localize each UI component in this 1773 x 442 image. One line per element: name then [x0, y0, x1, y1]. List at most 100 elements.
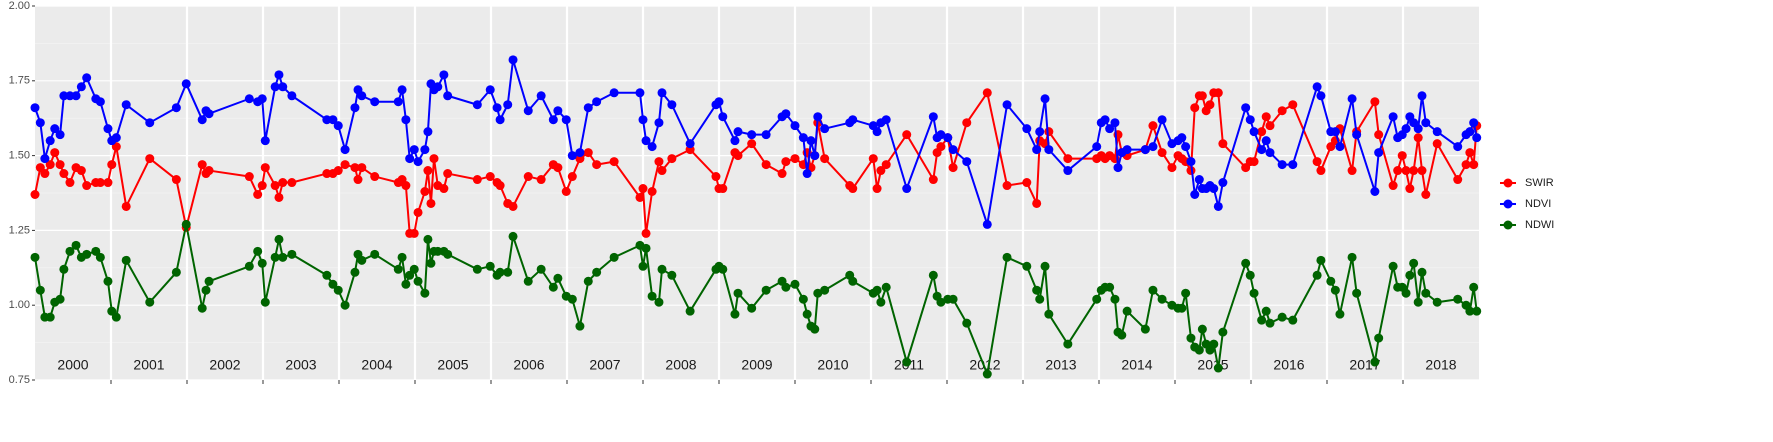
point: [654, 297, 664, 307]
point: [35, 118, 45, 128]
point: [260, 136, 270, 146]
point: [103, 178, 113, 188]
point: [1388, 261, 1398, 271]
point: [35, 285, 45, 295]
point: [638, 261, 648, 271]
point: [1032, 285, 1042, 295]
point: [423, 127, 433, 137]
point: [641, 228, 651, 238]
legend-label: SWIR: [1525, 177, 1554, 189]
point: [55, 130, 65, 140]
point: [982, 369, 992, 379]
point: [790, 279, 800, 289]
point: [1181, 142, 1191, 152]
point: [103, 276, 113, 286]
point: [244, 94, 254, 104]
point: [810, 151, 820, 161]
point: [575, 321, 585, 331]
point: [503, 267, 513, 277]
point: [1209, 184, 1219, 194]
point: [872, 285, 882, 295]
point: [357, 91, 367, 101]
point: [553, 106, 563, 116]
point: [45, 312, 55, 322]
point: [1370, 187, 1380, 197]
point: [472, 175, 482, 185]
point: [810, 324, 820, 334]
x-tick-label: 2001: [133, 357, 164, 373]
point: [397, 85, 407, 95]
point: [508, 201, 518, 211]
point: [340, 145, 350, 155]
point: [340, 160, 350, 170]
point: [1105, 282, 1115, 292]
point: [567, 294, 577, 304]
point: [253, 246, 263, 256]
point: [1063, 154, 1073, 164]
point: [1374, 130, 1384, 140]
point: [65, 178, 75, 188]
x-tick-label: 2013: [1045, 357, 1076, 373]
x-tick-label: 2015: [1197, 357, 1228, 373]
point: [781, 109, 791, 119]
point: [1374, 148, 1384, 158]
point: [1002, 252, 1012, 262]
point: [1401, 166, 1411, 176]
point: [397, 252, 407, 262]
point: [567, 172, 577, 182]
point: [962, 118, 972, 128]
point: [45, 160, 55, 170]
point: [881, 160, 891, 170]
point: [270, 252, 280, 262]
point: [647, 291, 657, 301]
point: [420, 145, 430, 155]
point: [30, 189, 40, 199]
point: [429, 154, 439, 164]
point: [121, 201, 131, 211]
point: [439, 70, 449, 80]
point: [204, 166, 214, 176]
point: [1330, 285, 1340, 295]
point: [1190, 103, 1200, 113]
x-tick-label: 2002: [209, 357, 240, 373]
point: [82, 73, 92, 83]
x-tick-label: 2010: [817, 357, 848, 373]
point: [1347, 94, 1357, 104]
point: [928, 270, 938, 280]
point: [1063, 166, 1073, 176]
point: [357, 255, 367, 265]
point: [523, 172, 533, 182]
point: [409, 145, 419, 155]
point: [1261, 136, 1271, 146]
point: [1044, 127, 1054, 137]
point: [197, 303, 207, 313]
point: [1245, 115, 1255, 125]
point: [848, 184, 858, 194]
point: [30, 252, 40, 262]
point: [270, 181, 280, 191]
point: [443, 91, 453, 101]
point: [1035, 294, 1045, 304]
point: [1472, 306, 1482, 316]
point: [495, 267, 505, 277]
point: [1002, 181, 1012, 191]
point: [1370, 97, 1380, 107]
point: [1413, 124, 1423, 134]
point: [1413, 297, 1423, 307]
point: [733, 151, 743, 161]
point: [1157, 115, 1167, 125]
point: [657, 264, 667, 274]
point: [401, 279, 411, 289]
point: [962, 318, 972, 328]
point: [370, 172, 380, 182]
point: [567, 151, 577, 161]
x-tick-label: 2009: [741, 357, 772, 373]
point: [881, 282, 891, 292]
point: [635, 192, 645, 202]
point: [439, 184, 449, 194]
point: [848, 276, 858, 286]
point: [1277, 312, 1287, 322]
point: [420, 187, 430, 197]
point: [1261, 306, 1271, 316]
point: [1044, 145, 1054, 155]
